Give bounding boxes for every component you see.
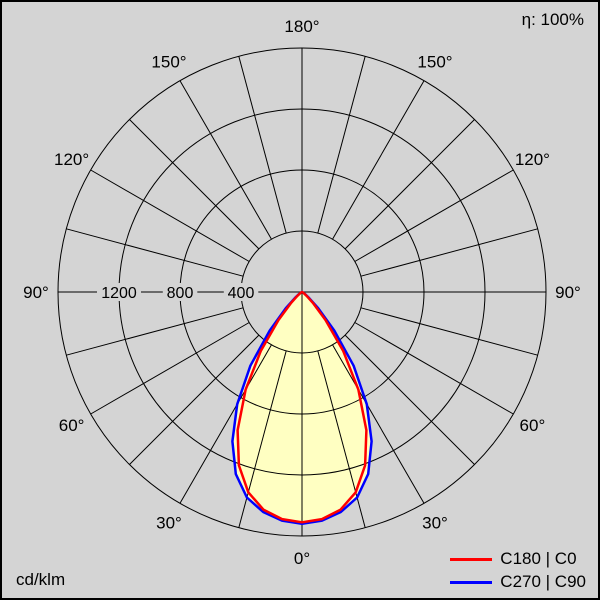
angle-label: 30° — [422, 513, 448, 532]
legend-item: C270 | C90 — [450, 572, 586, 592]
polar-grid-spoke — [179, 80, 272, 240]
ring-label-mask — [223, 283, 259, 301]
angle-label: 30° — [156, 513, 182, 532]
polar-grid-spoke — [332, 344, 425, 504]
polar-grid-spoke — [66, 307, 244, 356]
polar-grid-spoke — [129, 119, 260, 250]
ring-value-label: 400 — [228, 285, 255, 302]
polar-grid-spoke — [344, 334, 475, 465]
legend-label: C180 | C0 — [500, 549, 577, 568]
polar-grid-spoke — [90, 322, 250, 415]
efficiency-label: η: 100% — [521, 10, 584, 29]
ring-value-label: 1200 — [101, 285, 137, 302]
angle-label: 150° — [417, 53, 452, 72]
angle-label: 150° — [151, 53, 186, 72]
polar-grid-spoke — [354, 322, 514, 415]
curve-c180-c0 — [236, 290, 368, 524]
ring-value-label: 800 — [167, 285, 194, 302]
legend-item: C180 | C0 — [450, 549, 586, 569]
polar-grid-spoke — [179, 344, 272, 504]
polar-grid-spoke — [90, 169, 250, 262]
angle-label: 0° — [294, 549, 310, 568]
unit-label: cd/klm — [16, 570, 66, 589]
ring-label-mask — [97, 283, 141, 301]
angle-label: 120° — [515, 150, 550, 169]
polar-grid-spoke — [66, 228, 244, 277]
angle-label: 60° — [520, 416, 546, 435]
legend: C180 | C0 C270 | C90 — [450, 549, 586, 592]
polar-grid-spoke — [129, 334, 260, 465]
polar-grid-spoke — [317, 56, 366, 234]
legend-color-line-c270-c90 — [450, 580, 493, 584]
angle-label: 120° — [54, 150, 89, 169]
legend-color-line-c180-c0 — [450, 557, 493, 561]
polar-grid-spoke — [360, 228, 538, 277]
legend-label: C270 | C90 — [500, 572, 586, 591]
angle-label: 90° — [23, 283, 49, 302]
polar-grid-spoke — [238, 56, 287, 234]
polar-grid-spoke — [354, 169, 514, 262]
angle-label: 90° — [555, 283, 581, 302]
angle-label: 60° — [59, 416, 85, 435]
ring-label-mask — [162, 283, 198, 301]
angle-label: 180° — [284, 17, 319, 36]
polar-grid-spoke — [332, 80, 425, 240]
polar-grid-spoke — [360, 307, 538, 356]
polar-grid-spoke — [344, 119, 475, 250]
